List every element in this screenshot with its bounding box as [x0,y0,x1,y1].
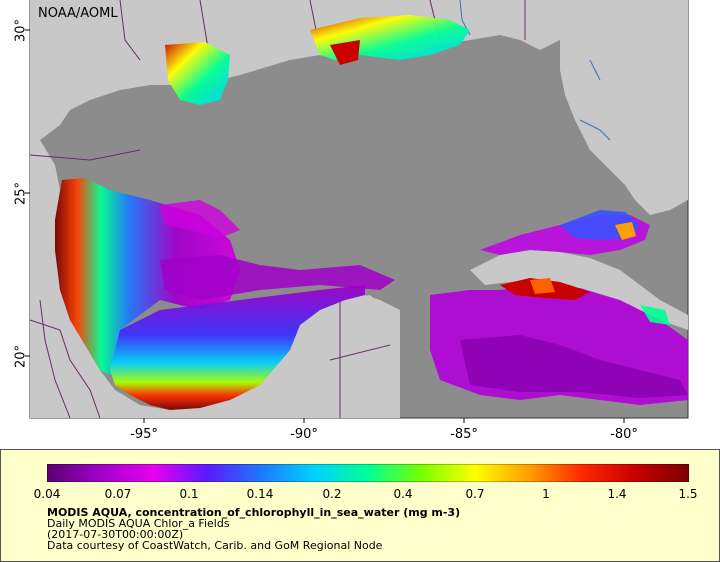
x-tick-label: -90° [290,427,318,442]
colorbar [47,464,689,482]
colorbar-tick-label: 0.7 [465,487,485,501]
colorbar-tick-label: 1 [542,487,550,501]
x-tick-label: -80° [610,427,638,442]
legend-subtitle: Daily MODIS AQUA Chlor_a Fields [47,517,230,530]
colorbar-tick-label: 0.4 [393,487,413,501]
axis-ticks [25,29,625,423]
colorbar-tick-label: 1.4 [607,487,627,501]
colorbar-tick-label: 0.2 [322,487,342,501]
colorbar-gradient [47,464,689,482]
land-north-us [30,0,688,150]
y-tick-label: 20° [13,344,29,369]
x-tick-label: -85° [450,427,478,442]
source-tag: NOAA/AOML [38,6,118,21]
colorbar-tick-label: 0.14 [246,487,274,501]
land-florida [560,40,688,215]
legend-credit: Data courtesy of CoastWatch, Carib. and … [47,539,383,552]
land-cuba [470,250,688,330]
legend-title: MODIS AQUA, concentration_of_chlorophyll… [47,506,461,519]
y-tick-label: 30° [13,18,29,43]
colorbar-tick-label: 0.07 [104,487,132,501]
x-tick-label: -95° [130,427,158,442]
chlorophyll-map [25,0,689,423]
legend-date: (2017-07-30T00:00:00Z) [47,528,184,541]
chlorophyll-data [55,15,688,410]
colorbar-tick-label: 1.5 [678,487,698,501]
colorbar-tick-label: 0.04 [33,487,61,501]
y-tick-label: 25° [13,181,29,206]
colorbar-tick-label: 0.1 [179,487,199,501]
